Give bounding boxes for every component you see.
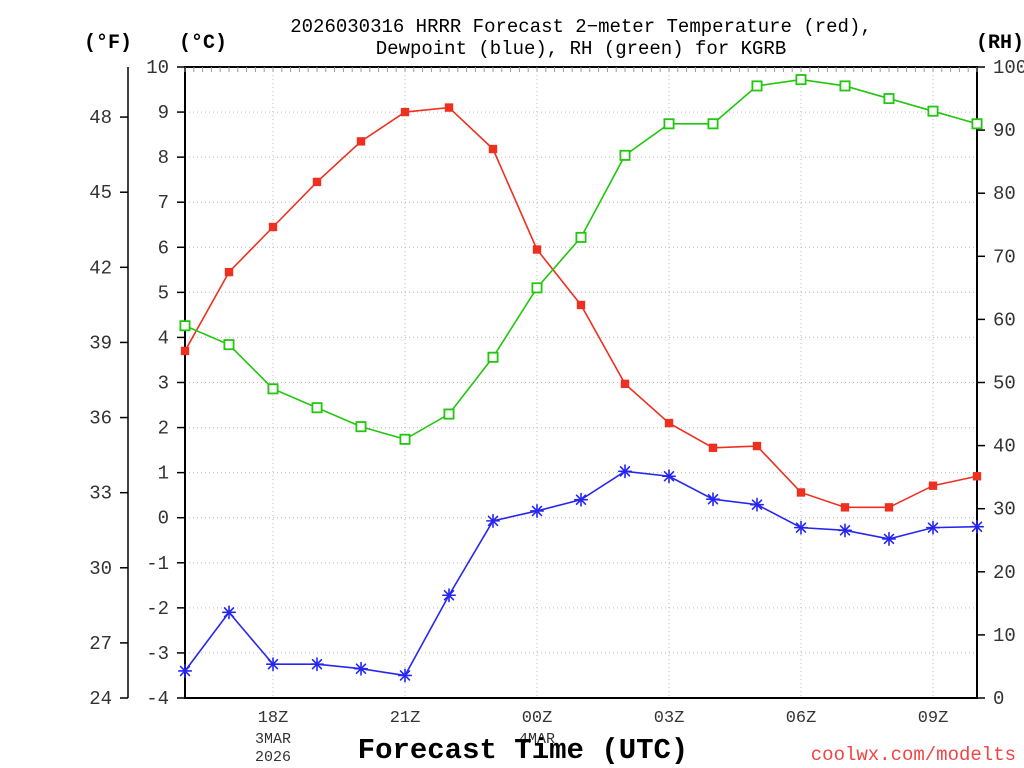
svg-text:8: 8 xyxy=(158,147,169,169)
svg-text:06Z: 06Z xyxy=(786,709,817,728)
svg-text:24: 24 xyxy=(89,688,112,710)
svg-text:33: 33 xyxy=(89,483,112,505)
svg-text:10: 10 xyxy=(993,625,1016,647)
svg-text:6: 6 xyxy=(158,237,169,259)
svg-text:39: 39 xyxy=(89,332,112,354)
svg-text:27: 27 xyxy=(89,633,112,655)
svg-text:48: 48 xyxy=(89,107,112,129)
svg-text:4: 4 xyxy=(158,327,169,349)
svg-text:2026: 2026 xyxy=(255,749,291,766)
svg-text:Dewpoint (blue), RH (green) fo: Dewpoint (blue), RH (green) for KGRB xyxy=(376,38,786,60)
svg-text:21Z: 21Z xyxy=(390,709,421,728)
svg-text:0: 0 xyxy=(158,508,169,530)
svg-text:10: 10 xyxy=(146,57,169,79)
svg-text:90: 90 xyxy=(993,120,1016,142)
svg-text:20: 20 xyxy=(993,562,1016,584)
svg-text:30: 30 xyxy=(993,499,1016,521)
svg-text:-1: -1 xyxy=(146,553,169,575)
svg-text:70: 70 xyxy=(993,246,1016,268)
svg-text:09Z: 09Z xyxy=(918,709,949,728)
svg-text:18Z: 18Z xyxy=(258,709,289,728)
svg-text:3: 3 xyxy=(158,373,169,395)
svg-text:-2: -2 xyxy=(146,598,169,620)
svg-text:36: 36 xyxy=(89,408,112,430)
svg-text:1: 1 xyxy=(158,463,169,485)
svg-text:7: 7 xyxy=(158,192,169,214)
svg-text:50: 50 xyxy=(993,373,1016,395)
svg-text:(°C): (°C) xyxy=(179,32,227,55)
svg-text:30: 30 xyxy=(89,558,112,580)
svg-text:(RH): (RH) xyxy=(976,32,1024,55)
svg-text:5: 5 xyxy=(158,282,169,304)
svg-text:Forecast Time (UTC): Forecast Time (UTC) xyxy=(358,734,689,767)
svg-text:9: 9 xyxy=(158,102,169,124)
svg-text:0: 0 xyxy=(993,688,1004,710)
svg-text:45: 45 xyxy=(89,182,112,204)
svg-text:2026030316 HRRR Forecast 2−met: 2026030316 HRRR Forecast 2−meter Tempera… xyxy=(290,16,872,38)
svg-text:60: 60 xyxy=(993,309,1016,331)
svg-text:2: 2 xyxy=(158,418,169,440)
svg-text:-3: -3 xyxy=(146,643,169,665)
svg-text:00Z: 00Z xyxy=(522,709,553,728)
svg-text:03Z: 03Z xyxy=(654,709,685,728)
svg-text:42: 42 xyxy=(89,257,112,279)
svg-text:-4: -4 xyxy=(146,688,169,710)
svg-text:3MAR: 3MAR xyxy=(255,731,291,748)
svg-text:coolwx.com/modelts: coolwx.com/modelts xyxy=(811,744,1016,766)
svg-text:100: 100 xyxy=(993,57,1024,79)
svg-text:(°F): (°F) xyxy=(84,32,132,55)
svg-text:80: 80 xyxy=(993,183,1016,205)
svg-text:40: 40 xyxy=(993,436,1016,458)
